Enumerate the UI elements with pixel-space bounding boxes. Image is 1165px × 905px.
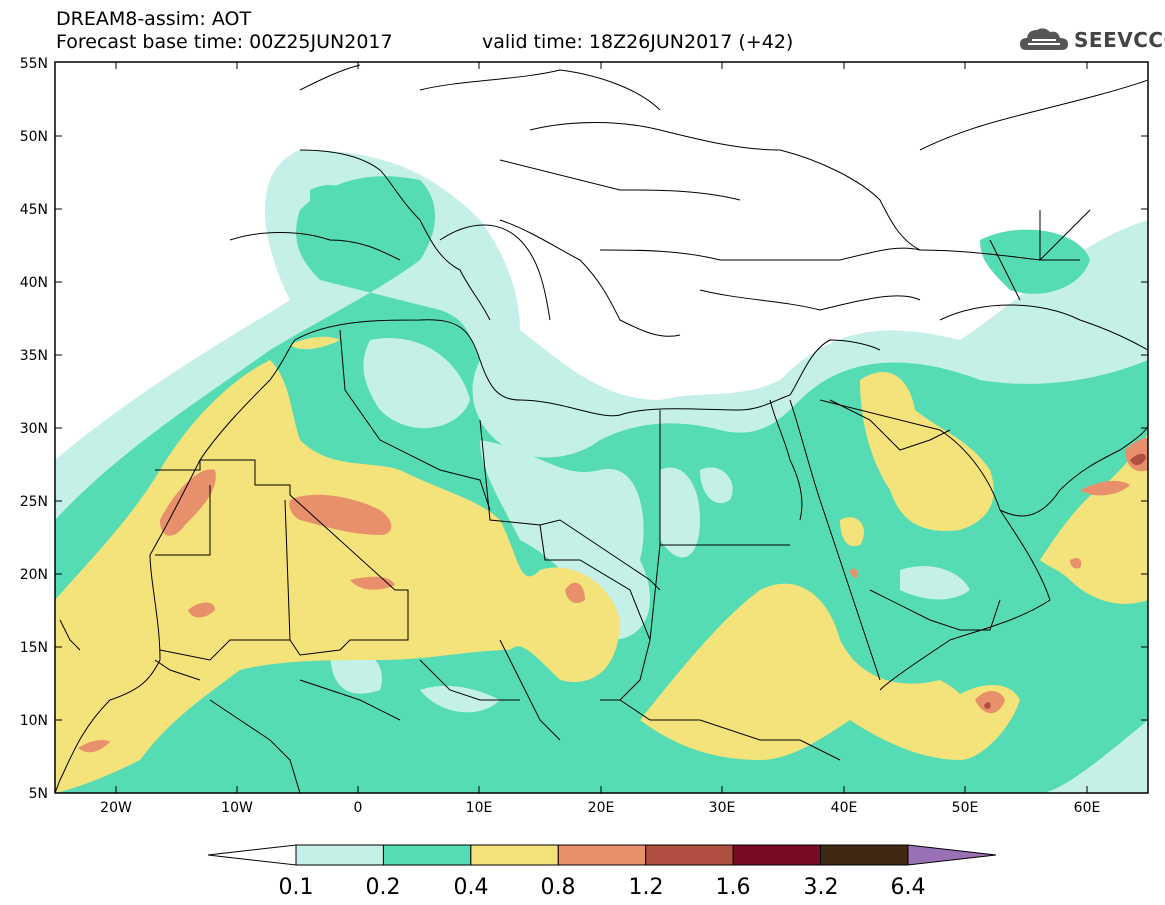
lat-label: 45N xyxy=(20,202,48,218)
colorbar-cell xyxy=(382,844,472,866)
aot-band-08 xyxy=(78,438,1148,753)
colorbar-cell xyxy=(295,844,384,866)
lat-label: 55N xyxy=(20,56,48,72)
colorbar-label: 0.2 xyxy=(366,875,401,900)
colorbar-label: 3.2 xyxy=(804,875,839,900)
lon-label: 10E xyxy=(466,800,493,816)
colorbar-cell xyxy=(820,844,909,866)
lat-label: 15N xyxy=(20,640,48,656)
colorbar-label: 1.2 xyxy=(629,875,664,900)
lat-label: 10N xyxy=(20,713,48,729)
logo-text: SEEVCCC xyxy=(1074,28,1165,52)
valid-time: valid time: 18Z26JUN2017 (+42) xyxy=(482,31,794,53)
lat-label: 20N xyxy=(20,567,48,583)
coastlines xyxy=(55,64,1148,793)
lat-label: 35N xyxy=(20,348,48,364)
lon-label: 0 xyxy=(354,800,363,816)
lat-label: 30N xyxy=(20,421,48,437)
tick-marks xyxy=(55,61,1148,794)
aot-field xyxy=(55,62,1148,793)
colorbar-cell xyxy=(557,844,647,866)
colorbar-cell xyxy=(470,844,559,866)
colorbar-label: 0.8 xyxy=(541,875,576,900)
colorbar-label: 1.6 xyxy=(716,875,751,900)
forecast-base-time: Forecast base time: 00Z25JUN2017 xyxy=(56,31,393,53)
lon-label: 20W xyxy=(100,800,132,816)
lat-label: 40N xyxy=(20,275,48,291)
colorbar-cell xyxy=(732,844,822,866)
lon-label: 10W xyxy=(221,800,253,816)
aot-band-01-patches xyxy=(330,338,970,713)
lat-label: 50N xyxy=(20,129,48,145)
lat-label: 25N xyxy=(20,494,48,510)
cloud-icon xyxy=(1020,28,1068,50)
lon-label: 40E xyxy=(831,800,858,816)
colorbar-label: 0.4 xyxy=(454,875,489,900)
seevccc-logo: SEEVCCC xyxy=(1018,22,1165,58)
colorbar-label: 6.4 xyxy=(891,875,926,900)
aot-band-12 xyxy=(984,453,1146,709)
colorbar-under-arrow xyxy=(207,844,297,866)
colorbar-cells xyxy=(295,844,909,866)
lat-label: 5N xyxy=(29,786,48,802)
map-title: DREAM8-assim: AOT xyxy=(56,8,252,30)
lon-label: 50E xyxy=(952,800,979,816)
colorbar-cell xyxy=(645,844,734,866)
lat-labels: 5N 10N 15N 20N 25N 30N 35N 40N 45N 50N 5… xyxy=(20,56,48,802)
colorbar-label: 0.1 xyxy=(279,875,314,900)
colorbar-over-arrow xyxy=(907,844,997,866)
lon-label: 30E xyxy=(709,800,736,816)
colorbar: 0.1 0.2 0.4 0.8 1.2 1.6 3.2 6.4 xyxy=(207,844,997,900)
lon-labels: 20W 10W 0 10E 20E 30E 40E 50E 60E xyxy=(100,800,1100,816)
lon-label: 20E xyxy=(588,800,615,816)
lon-label: 60E xyxy=(1074,800,1101,816)
